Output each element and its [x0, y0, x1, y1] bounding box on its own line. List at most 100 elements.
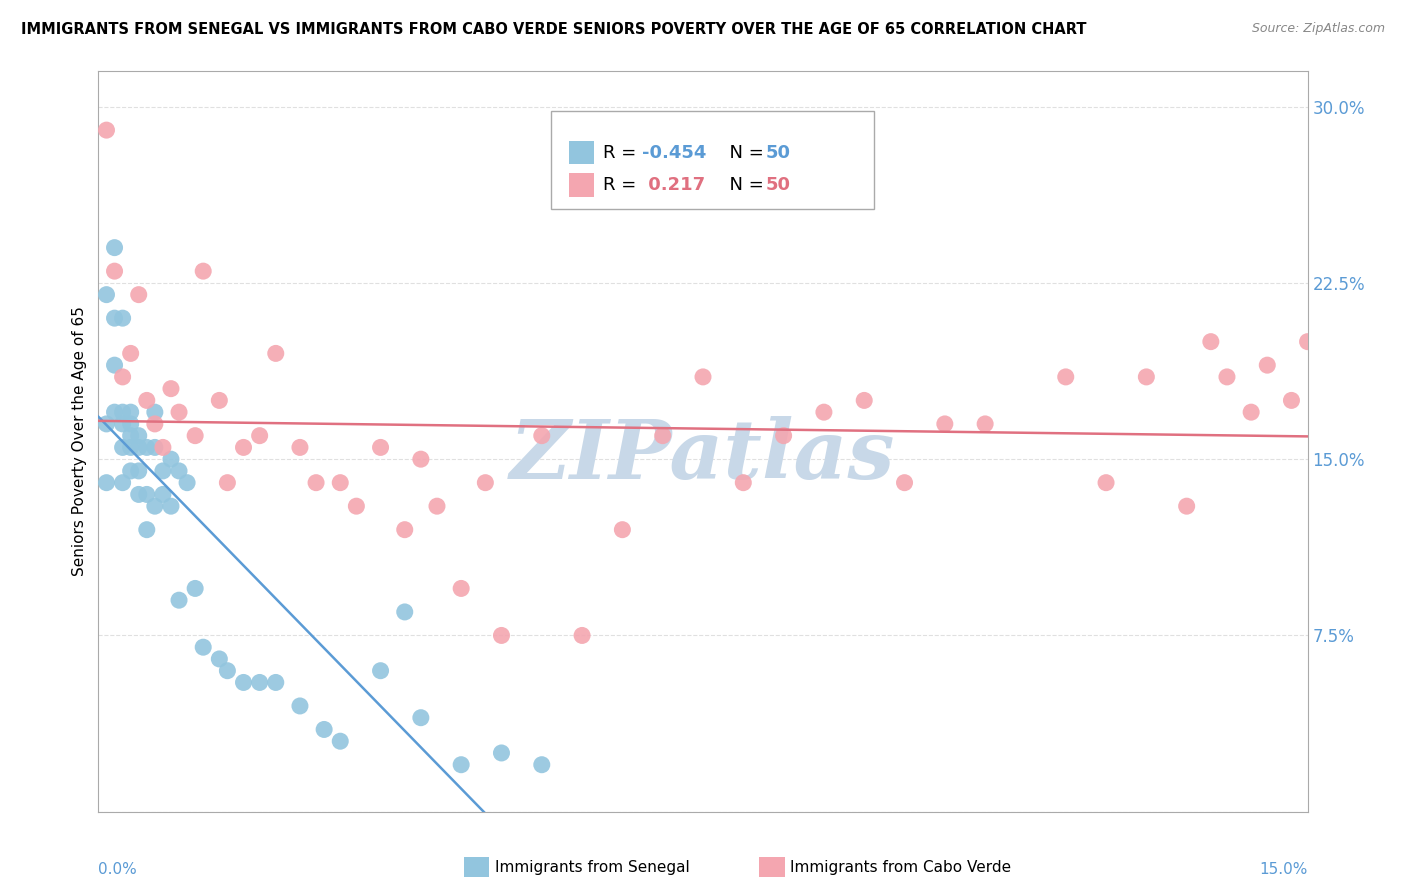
Point: [103, 311, 125, 326]
Point: [128, 287, 150, 301]
Point: [160, 452, 183, 467]
Point: [111, 441, 134, 455]
Point: [96, 475, 118, 490]
Point: [103, 405, 125, 419]
Point: [1240, 405, 1263, 419]
Point: [1054, 370, 1077, 384]
Point: [232, 675, 254, 690]
Point: [474, 475, 496, 490]
Point: [135, 393, 157, 408]
Text: Immigrants from Cabo Verde: Immigrants from Cabo Verde: [790, 860, 1011, 874]
Point: [1095, 475, 1118, 490]
Point: [120, 464, 142, 478]
Point: [394, 605, 416, 619]
Point: [934, 417, 956, 431]
Text: R =: R =: [603, 176, 643, 194]
Point: [160, 499, 183, 513]
Point: [152, 464, 174, 478]
Point: [128, 487, 150, 501]
Point: [152, 441, 174, 455]
Point: [167, 593, 190, 607]
Point: [103, 241, 125, 255]
Point: [193, 640, 215, 655]
Text: N =: N =: [718, 144, 769, 161]
Point: [288, 698, 311, 713]
Y-axis label: Seniors Poverty Over the Age of 65: Seniors Poverty Over the Age of 65: [72, 307, 87, 576]
Point: [1175, 499, 1198, 513]
Point: [853, 393, 876, 408]
Point: [143, 441, 166, 455]
Point: [974, 417, 997, 431]
Point: [128, 464, 150, 478]
Point: [264, 346, 287, 360]
Point: [193, 264, 215, 278]
Point: [152, 487, 174, 501]
Text: 0.0%: 0.0%: [98, 863, 138, 877]
Point: [167, 405, 190, 419]
Point: [530, 428, 553, 442]
Point: [314, 723, 336, 737]
Text: ZIPatlas: ZIPatlas: [510, 417, 896, 496]
Point: [103, 358, 125, 372]
Point: [394, 523, 416, 537]
Point: [128, 428, 150, 442]
Point: [143, 405, 166, 419]
Point: [167, 464, 190, 478]
Point: [409, 452, 432, 467]
Point: [120, 428, 142, 442]
Point: [772, 428, 794, 442]
Text: R =: R =: [603, 144, 643, 161]
Point: [184, 428, 207, 442]
Point: [893, 475, 915, 490]
Point: [813, 405, 835, 419]
Point: [370, 664, 392, 678]
Point: [135, 441, 157, 455]
Point: [143, 499, 166, 513]
Point: [96, 417, 118, 431]
Point: [160, 382, 183, 396]
Point: [111, 405, 134, 419]
Text: 0.217: 0.217: [643, 176, 706, 194]
Point: [329, 734, 352, 748]
Point: [288, 441, 311, 455]
Text: -0.454: -0.454: [643, 144, 707, 161]
Point: [208, 652, 231, 666]
Point: [1281, 393, 1303, 408]
Point: [491, 628, 513, 642]
Text: IMMIGRANTS FROM SENEGAL VS IMMIGRANTS FROM CABO VERDE SENIORS POVERTY OVER THE A: IMMIGRANTS FROM SENEGAL VS IMMIGRANTS FR…: [21, 22, 1087, 37]
Point: [450, 582, 472, 596]
Point: [96, 123, 118, 137]
Point: [184, 582, 207, 596]
Point: [571, 628, 593, 642]
Point: [1135, 370, 1157, 384]
Text: 50: 50: [766, 144, 792, 161]
Point: [120, 441, 142, 455]
Point: [120, 346, 142, 360]
Point: [111, 417, 134, 431]
Point: [143, 417, 166, 431]
Point: [217, 664, 239, 678]
Point: [1216, 370, 1239, 384]
Point: [135, 487, 157, 501]
Point: [208, 393, 231, 408]
Point: [651, 428, 673, 442]
Point: [1296, 334, 1319, 349]
Point: [103, 264, 125, 278]
Point: [135, 523, 157, 537]
Point: [450, 757, 472, 772]
Point: [1256, 358, 1278, 372]
Point: [111, 475, 134, 490]
Point: [1199, 334, 1222, 349]
Text: Source: ZipAtlas.com: Source: ZipAtlas.com: [1251, 22, 1385, 36]
Point: [232, 441, 254, 455]
Point: [249, 428, 271, 442]
Point: [426, 499, 449, 513]
Point: [530, 757, 553, 772]
Point: [491, 746, 513, 760]
Point: [217, 475, 239, 490]
Point: [370, 441, 392, 455]
Point: [128, 441, 150, 455]
Point: [120, 417, 142, 431]
Text: Immigrants from Senegal: Immigrants from Senegal: [495, 860, 690, 874]
Point: [344, 499, 367, 513]
